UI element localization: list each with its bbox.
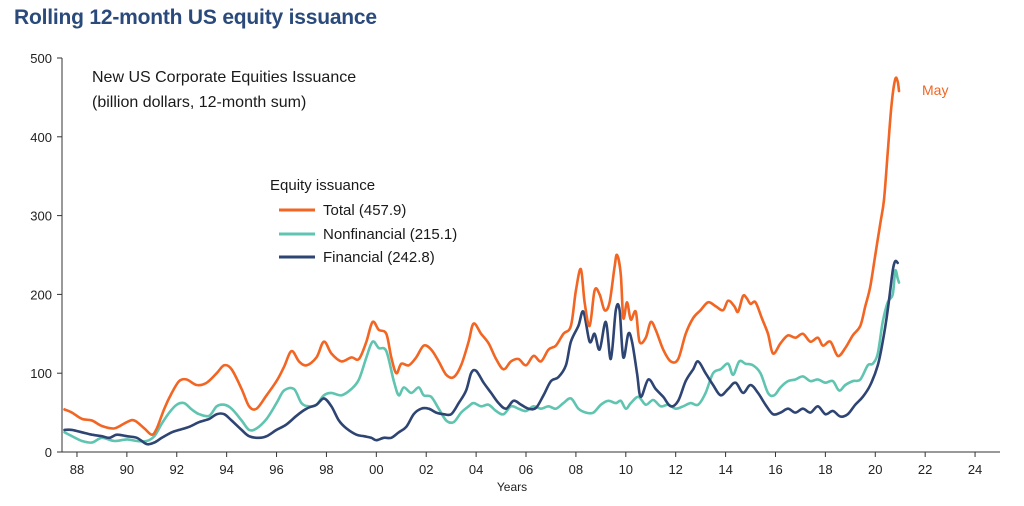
page-title: Rolling 12-month US equity issuance: [14, 6, 377, 29]
legend-label-financial: Financial (242.8): [323, 249, 435, 266]
subtitle-line-1: New US Corporate Equities Issuance: [92, 69, 356, 86]
x-tick-label: 00: [369, 462, 383, 477]
legend-label-total: Total (457.9): [323, 202, 406, 219]
y-tick-label: 400: [30, 130, 52, 145]
legend: Equity issuance Total (457.9) Nonfinanci…: [270, 177, 457, 266]
y-tick-label: 0: [45, 445, 52, 460]
x-tick-label: 14: [718, 462, 732, 477]
x-tick-label: 10: [619, 462, 633, 477]
x-tick-label: 96: [269, 462, 283, 477]
x-ticks: 88 90 92 94 96 98 00 02 04 06 08 10 12 14 16 18 20 22 24: [70, 452, 982, 477]
series-line-total: [63, 76, 901, 436]
y-tick-label: 300: [30, 209, 52, 224]
legend-title: Equity issuance: [270, 177, 375, 194]
x-tick-label: 18: [818, 462, 832, 477]
series-lines: [63, 76, 901, 446]
x-tick-label: 20: [868, 462, 882, 477]
legend-label-nonfinancial: Nonfinancial (215.1): [323, 226, 457, 243]
axes: [61, 58, 1000, 453]
x-tick-label: 90: [120, 462, 134, 477]
x-tick-label: 12: [668, 462, 682, 477]
x-tick-label: 16: [768, 462, 782, 477]
x-axis-label: Years: [497, 480, 527, 494]
may-annotation: May: [922, 82, 948, 98]
series-line-financial: [63, 259, 899, 446]
x-tick-label: 06: [519, 462, 533, 477]
x-tick-label: 88: [70, 462, 84, 477]
y-ticks: 0 100 200 300 400 500: [30, 51, 62, 460]
subtitle-line-2: (billion dollars, 12-month sum): [92, 94, 306, 111]
x-tick-label: 94: [219, 462, 233, 477]
x-tick-label: 04: [469, 462, 483, 477]
series-line-nonfinancial: [63, 268, 901, 444]
x-tick-label: 22: [918, 462, 932, 477]
x-tick-label: 08: [569, 462, 583, 477]
x-tick-label: 24: [968, 462, 982, 477]
y-tick-label: 200: [30, 287, 52, 302]
x-tick-label: 02: [419, 462, 433, 477]
y-tick-label: 500: [30, 51, 52, 66]
y-tick-label: 100: [30, 366, 52, 381]
x-tick-label: 98: [319, 462, 333, 477]
x-tick-label: 92: [170, 462, 184, 477]
